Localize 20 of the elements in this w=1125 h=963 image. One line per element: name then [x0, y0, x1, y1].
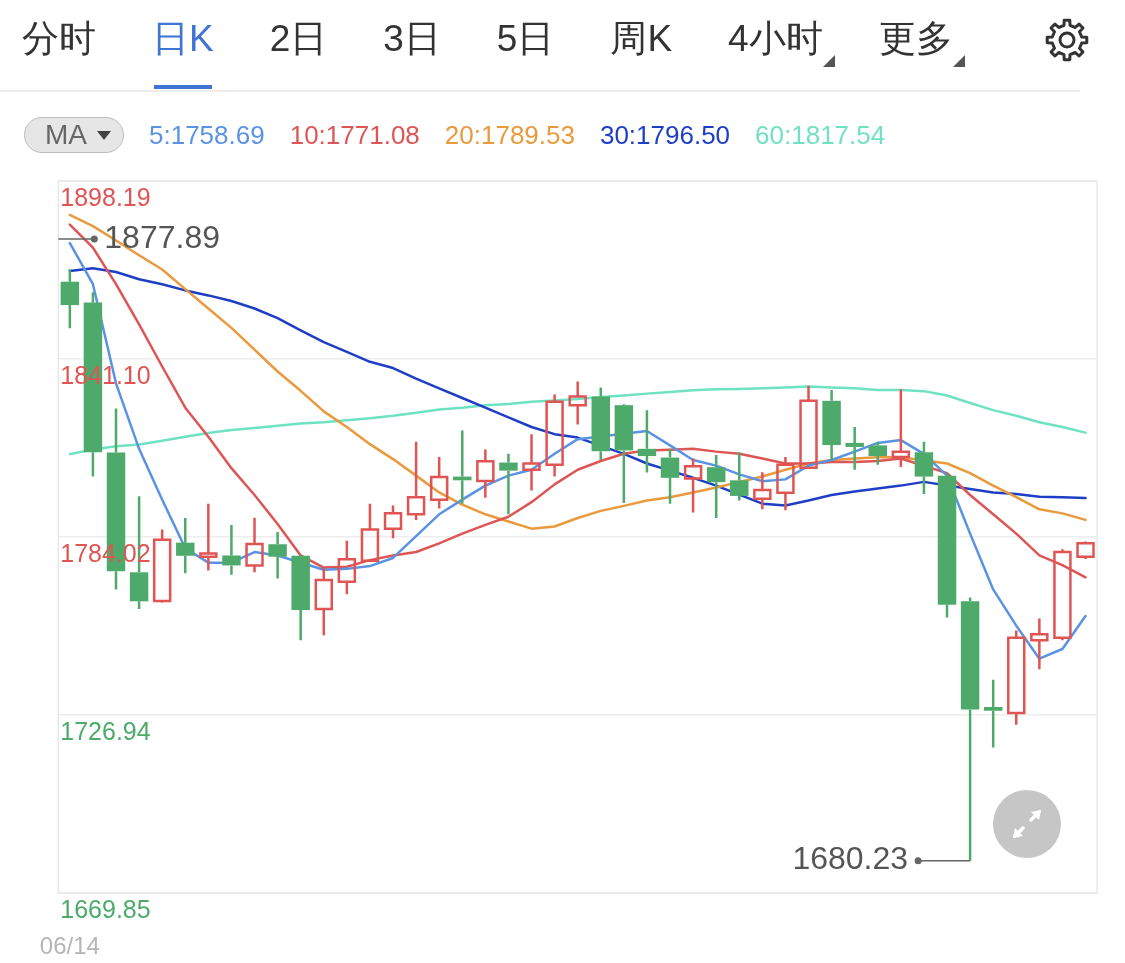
text: 更多: [878, 18, 953, 59]
text: 10:1771.08: [289, 119, 420, 151]
text: 5:1758.69: [149, 119, 265, 151]
annotation: 1877.89: [104, 218, 220, 255]
annotation: 1680.23: [792, 840, 909, 877]
text: 60:1817.54: [755, 119, 886, 151]
legend-title: MA: [45, 119, 87, 151]
y-tick-label: 1898.19: [60, 183, 151, 212]
y-tick-label: 1669.85: [60, 895, 151, 924]
text: 5日: [496, 18, 555, 59]
text: 周K: [610, 18, 673, 59]
text: 3日: [383, 18, 441, 59]
text: 30:1796.50: [599, 119, 731, 151]
y-tick-label: 1726.94: [60, 717, 151, 746]
x-tick-label: 06/14: [39, 932, 100, 960]
text: 分时: [22, 18, 96, 59]
text: 4小时: [728, 18, 823, 59]
text: 20:1789.53: [444, 119, 575, 151]
text: 2日: [269, 18, 328, 59]
text: 日K: [152, 18, 214, 59]
